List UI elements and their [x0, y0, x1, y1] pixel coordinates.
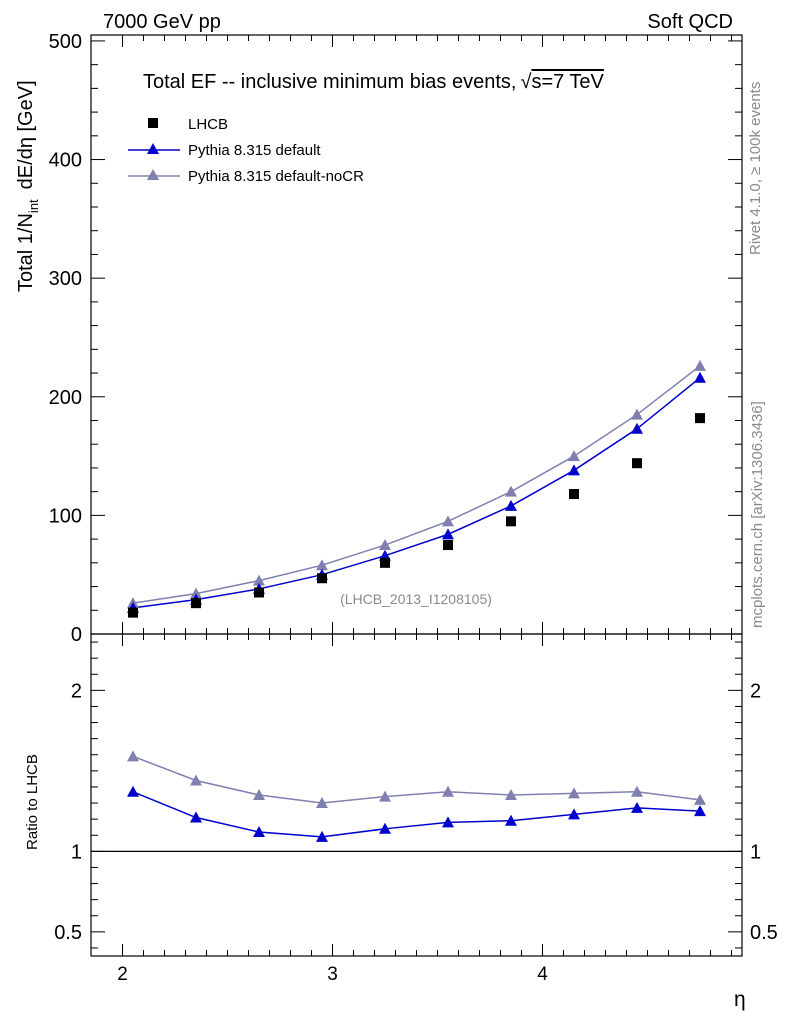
legend-marker-lhcb — [148, 118, 158, 128]
x-tick-label: 2 — [117, 964, 128, 985]
main-y-tick-label: 400 — [49, 150, 82, 172]
ratio-point-nocr — [253, 789, 265, 800]
point-lhcb — [506, 516, 516, 527]
ratio-y-tick-label: 1 — [71, 841, 82, 863]
header-left: 7000 GeV pp — [103, 11, 221, 33]
point-default — [505, 499, 517, 511]
point-nocr — [694, 359, 706, 371]
ratio-point-default — [190, 811, 202, 823]
ratio-point-default — [442, 816, 454, 828]
legend-label-nocr: Pythia 8.315 default-noCR — [188, 168, 364, 185]
ratio-point-default — [631, 801, 643, 813]
ratio-point-default — [379, 822, 391, 834]
main-series-marks — [127, 359, 706, 618]
mcplots-label: mcplots.cern.ch [arXiv:1306.3436] — [749, 401, 766, 628]
legend-label-lhcb: LHCB — [188, 116, 228, 133]
point-nocr — [190, 587, 202, 599]
ratio-point-nocr — [442, 785, 454, 797]
legend-marker-nocr — [147, 169, 159, 180]
ratio-point-default — [568, 808, 580, 820]
ratio-point-nocr — [379, 790, 391, 802]
legend-marker-default — [147, 143, 159, 154]
chart-title: Total EF -- inclusive minimum bias event… — [143, 71, 605, 93]
ratio-point-default — [253, 826, 265, 838]
ratio-y-tick-label-right: 1 — [750, 841, 761, 863]
point-nocr — [505, 485, 517, 497]
ratio-point-nocr — [316, 797, 328, 809]
point-lhcb — [443, 540, 453, 551]
ratio-point-nocr — [505, 789, 517, 800]
ratio-point-default — [694, 805, 706, 817]
ratio-y-axis-label: Ratio to LHCB — [24, 754, 41, 850]
main-y-tick-label: 500 — [49, 31, 82, 53]
main-y-tick-label: 200 — [49, 387, 82, 409]
ratio-point-default — [127, 785, 139, 797]
main-axis-ticks: 0 100 200 300 400 500 — [49, 31, 742, 646]
ratio-point-nocr — [568, 787, 580, 799]
ratio-series-marks — [127, 750, 706, 842]
x-tick-label: 3 — [327, 964, 338, 985]
point-nocr — [568, 450, 580, 462]
point-lhcb — [317, 573, 327, 584]
series-line-nocr — [132, 365, 701, 604]
ratio-point-default — [505, 814, 517, 826]
legend-label-default: Pythia 8.315 default — [188, 142, 321, 159]
point-lhcb — [380, 557, 390, 568]
ratio-y-tick-label: 0.5 — [54, 922, 82, 944]
x-axis-label: η — [734, 988, 746, 1011]
ratio-plot-frame — [90, 633, 743, 957]
point-nocr — [379, 539, 391, 551]
ratio-y-tick-label: 2 — [71, 680, 82, 702]
point-lhcb — [254, 587, 264, 598]
ratio-point-nocr — [190, 774, 202, 786]
ratio-line-nocr — [132, 755, 701, 804]
point-default — [694, 371, 706, 383]
point-lhcb — [695, 413, 705, 424]
point-default — [568, 464, 580, 476]
point-default — [631, 422, 643, 434]
ratio-y-tick-label-right: 0.5 — [750, 922, 778, 944]
analysis-label: (LHCB_2013_I1208105) — [340, 591, 492, 607]
ratio-point-nocr — [631, 785, 643, 797]
point-lhcb — [128, 607, 138, 618]
main-y-tick-label: 0 — [71, 624, 82, 646]
ratio-point-nocr — [694, 793, 706, 805]
legend: LHCB Pythia 8.315 default Pythia 8.315 d… — [128, 116, 364, 185]
series-line-default — [132, 377, 701, 609]
point-nocr — [442, 515, 454, 527]
point-nocr — [316, 559, 328, 571]
x-tick-label: 4 — [537, 964, 548, 985]
ratio-point-default — [316, 830, 328, 842]
point-lhcb — [632, 458, 642, 469]
header-right: Soft QCD — [647, 11, 733, 33]
main-y-axis-label: Total 1/NintdE/dη [GeV] — [15, 80, 41, 292]
main-y-tick-label: 300 — [49, 268, 82, 290]
ratio-axis-ticks: 2 3 4 0.5 0.5 1 1 2 2 — [54, 634, 778, 985]
main-y-tick-label: 100 — [49, 505, 82, 527]
point-nocr — [631, 408, 643, 420]
rivet-version-label: Rivet 4.1.0, ≥ 100k events — [747, 82, 764, 255]
ratio-point-nocr — [127, 750, 139, 762]
point-nocr — [253, 574, 265, 586]
point-default — [442, 528, 454, 540]
ratio-line-default — [132, 791, 701, 838]
point-lhcb — [569, 489, 579, 500]
ratio-y-tick-label-right: 2 — [750, 680, 761, 702]
point-lhcb — [191, 598, 201, 609]
